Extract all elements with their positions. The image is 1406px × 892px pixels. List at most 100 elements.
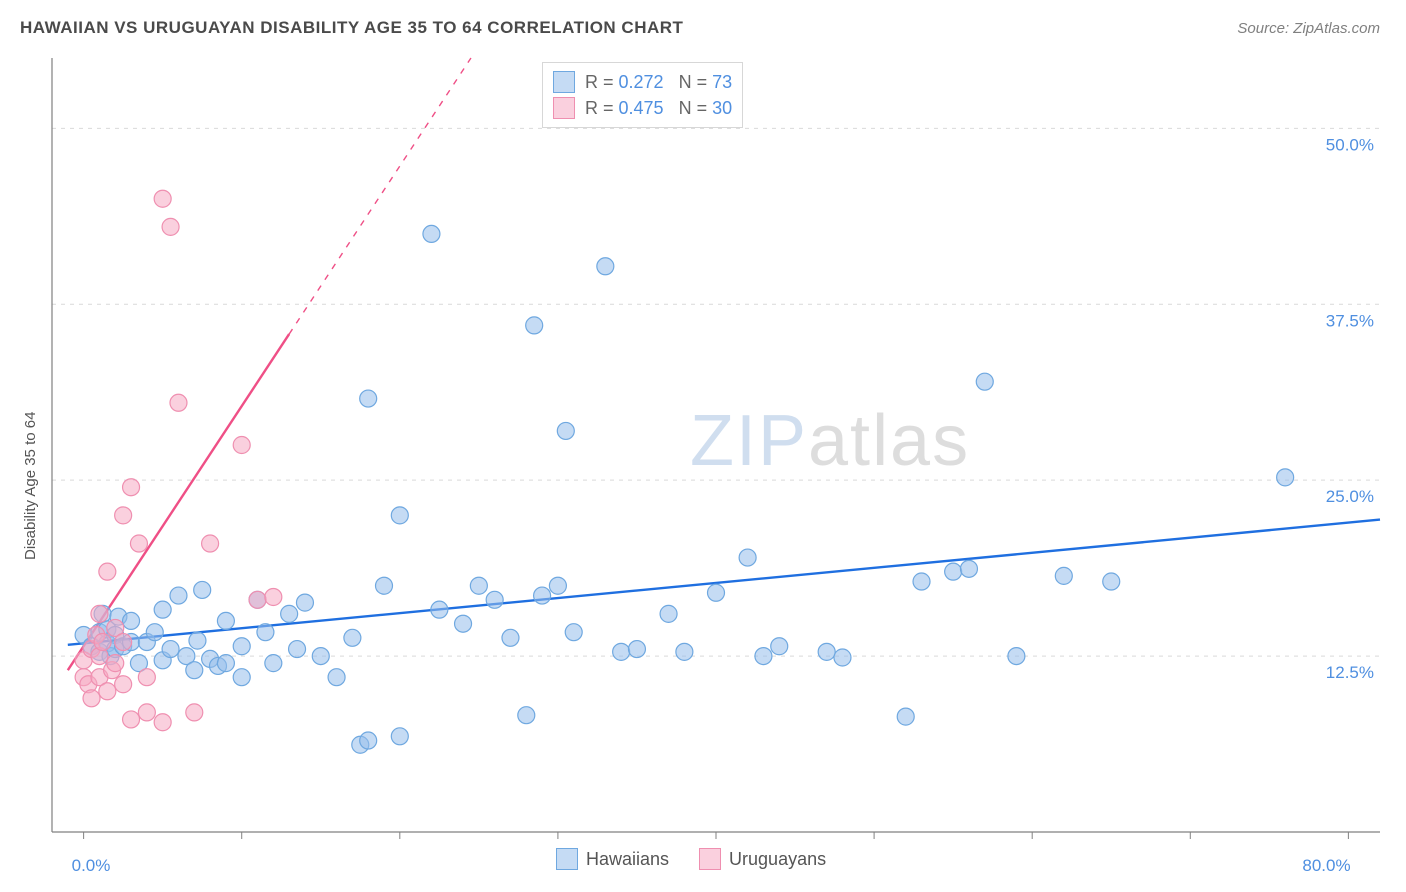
y-tick-label: 12.5% — [1326, 663, 1374, 682]
data-point — [202, 535, 219, 552]
data-point — [1008, 648, 1025, 665]
data-point — [739, 549, 756, 566]
stats-row: R = 0.272 N = 73 — [553, 69, 732, 95]
x-axis-start-label: 0.0% — [72, 856, 111, 876]
data-point — [534, 587, 551, 604]
data-point — [123, 612, 140, 629]
data-point — [391, 507, 408, 524]
legend-swatch — [556, 848, 578, 870]
data-point — [565, 624, 582, 641]
data-point — [289, 641, 306, 658]
data-point — [154, 714, 171, 731]
legend-swatch — [699, 848, 721, 870]
data-point — [913, 573, 930, 590]
stats-text: R = 0.272 N = 73 — [585, 72, 732, 93]
data-point — [549, 577, 566, 594]
data-point — [423, 225, 440, 242]
data-point — [146, 624, 163, 641]
data-point — [1055, 567, 1072, 584]
data-point — [281, 605, 298, 622]
y-tick-label: 50.0% — [1326, 135, 1374, 154]
data-point — [597, 258, 614, 275]
data-point — [138, 704, 155, 721]
data-point — [91, 605, 108, 622]
x-axis-end-label: 80.0% — [1302, 856, 1350, 876]
data-point — [217, 655, 234, 672]
data-point — [391, 728, 408, 745]
data-point — [628, 641, 645, 658]
data-point — [296, 594, 313, 611]
scatter-plot: 12.5% 25.0% 37.5% 50.0% — [0, 0, 1406, 892]
data-point — [455, 615, 472, 632]
data-point — [154, 190, 171, 207]
data-point — [1103, 573, 1120, 590]
stats-row: R = 0.475 N = 30 — [553, 95, 732, 121]
data-point — [194, 581, 211, 598]
data-point — [170, 394, 187, 411]
data-point — [123, 711, 140, 728]
data-point — [502, 629, 519, 646]
data-point — [676, 643, 693, 660]
data-point — [115, 634, 132, 651]
data-point — [1277, 469, 1294, 486]
data-point — [708, 584, 725, 601]
legend-swatch — [553, 71, 575, 93]
legend-label: Hawaiians — [586, 849, 669, 870]
data-point — [834, 649, 851, 666]
data-point — [99, 563, 116, 580]
legend-item: Uruguayans — [699, 848, 826, 870]
data-point — [557, 422, 574, 439]
data-point — [233, 437, 250, 454]
data-point — [755, 648, 772, 665]
data-point — [107, 655, 124, 672]
data-point — [360, 732, 377, 749]
series-legend: Hawaiians Uruguayans — [556, 848, 826, 870]
data-point — [189, 632, 206, 649]
data-point — [138, 669, 155, 686]
data-point — [613, 643, 630, 660]
data-point — [818, 643, 835, 660]
data-point — [976, 373, 993, 390]
data-point — [897, 708, 914, 725]
data-point — [265, 655, 282, 672]
data-point — [130, 535, 147, 552]
data-point — [431, 601, 448, 618]
data-point — [660, 605, 677, 622]
legend-item: Hawaiians — [556, 848, 669, 870]
data-point — [123, 479, 140, 496]
data-point — [360, 390, 377, 407]
legend-label: Uruguayans — [729, 849, 826, 870]
data-point — [186, 704, 203, 721]
data-point — [344, 629, 361, 646]
data-point — [486, 591, 503, 608]
data-point — [518, 707, 535, 724]
data-point — [249, 591, 266, 608]
data-point — [257, 624, 274, 641]
data-point — [217, 612, 234, 629]
y-tick-label: 37.5% — [1326, 311, 1374, 330]
data-point — [154, 601, 171, 618]
data-point — [162, 218, 179, 235]
data-point — [170, 587, 187, 604]
data-point — [328, 669, 345, 686]
data-point — [115, 676, 132, 693]
data-point — [233, 669, 250, 686]
data-point — [376, 577, 393, 594]
data-point — [526, 317, 543, 334]
data-point — [186, 662, 203, 679]
data-point — [265, 588, 282, 605]
data-point — [99, 683, 116, 700]
data-point — [771, 638, 788, 655]
data-point — [162, 641, 179, 658]
data-point — [233, 638, 250, 655]
data-point — [115, 507, 132, 524]
stats-legend: R = 0.272 N = 73 R = 0.475 N = 30 — [542, 62, 743, 128]
stats-text: R = 0.475 N = 30 — [585, 98, 732, 119]
data-point — [470, 577, 487, 594]
legend-swatch — [553, 97, 575, 119]
y-tick-label: 25.0% — [1326, 487, 1374, 506]
data-point — [312, 648, 329, 665]
data-point — [960, 560, 977, 577]
data-point — [83, 690, 100, 707]
data-point — [94, 634, 111, 651]
